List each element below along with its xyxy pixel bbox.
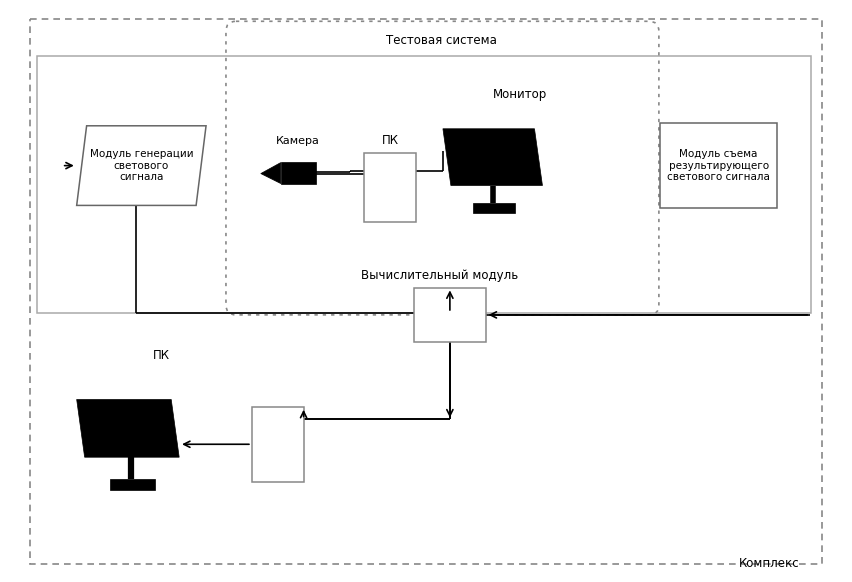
Polygon shape <box>77 399 179 457</box>
FancyBboxPatch shape <box>660 123 777 208</box>
Polygon shape <box>443 129 543 186</box>
Text: Монитор: Монитор <box>492 88 547 101</box>
FancyBboxPatch shape <box>252 407 303 481</box>
Text: Камера: Камера <box>276 136 320 146</box>
Text: Тестовая система: Тестовая система <box>387 34 498 47</box>
FancyBboxPatch shape <box>365 152 416 222</box>
FancyBboxPatch shape <box>473 204 515 214</box>
FancyBboxPatch shape <box>280 162 315 183</box>
Text: ПК: ПК <box>153 349 170 361</box>
Text: Модуль генерации
светового
сигнала: Модуль генерации светового сигнала <box>89 149 193 182</box>
Text: Комплекс: Комплекс <box>739 557 799 570</box>
FancyBboxPatch shape <box>110 479 155 490</box>
Text: Модуль съема
результирующего
светового сигнала: Модуль съема результирующего светового с… <box>667 149 770 182</box>
Polygon shape <box>77 126 206 205</box>
Text: Вычислительный модуль: Вычислительный модуль <box>361 268 519 282</box>
Text: ПК: ПК <box>382 134 399 147</box>
Polygon shape <box>261 162 280 183</box>
FancyBboxPatch shape <box>414 288 486 342</box>
